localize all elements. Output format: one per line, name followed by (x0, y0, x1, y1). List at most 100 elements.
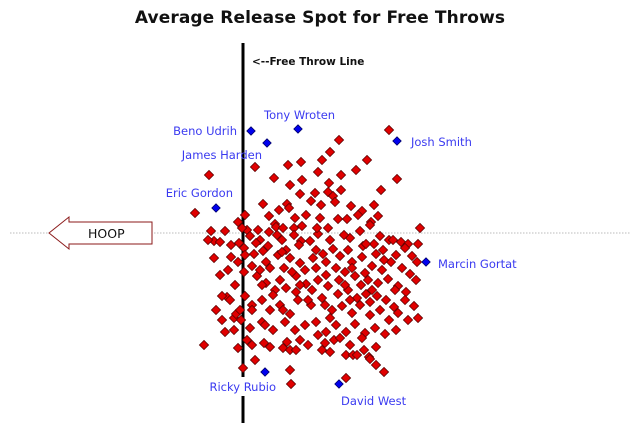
player-point (300, 209, 312, 221)
player-point (222, 264, 234, 276)
player-point (284, 364, 296, 376)
player-point (244, 230, 256, 242)
player-point (383, 124, 395, 136)
player-point (374, 304, 386, 316)
player-point (315, 199, 327, 211)
player-point (346, 262, 358, 274)
player-point (189, 207, 201, 219)
chart-title: Average Release Spot for Free Throws (134, 8, 506, 28)
player-point (378, 254, 390, 266)
player-point (362, 274, 374, 286)
hoop-arrow: HOOP (48, 215, 153, 251)
player-point (268, 172, 280, 184)
player-point (341, 213, 353, 225)
player-point (290, 344, 302, 356)
player-point (292, 294, 304, 306)
player-point (375, 184, 387, 196)
player-point (219, 326, 231, 338)
player-point (310, 316, 322, 328)
player-point (371, 290, 383, 302)
player-point (225, 251, 237, 263)
player-point (235, 314, 247, 326)
player-point (283, 202, 295, 214)
player-point (358, 344, 370, 356)
player-point (334, 332, 346, 344)
player-point (334, 250, 346, 262)
highlighted-player-point (421, 257, 431, 267)
player-point (290, 286, 302, 298)
highlighted-player-point (334, 379, 344, 389)
player-point (355, 279, 367, 291)
player-point (228, 324, 240, 336)
player-point (388, 301, 400, 313)
player-point (293, 239, 305, 251)
player-point (304, 235, 316, 247)
player-point (383, 314, 395, 326)
player-point (410, 274, 422, 286)
player-point (264, 262, 276, 274)
player-point (256, 279, 268, 291)
player-point (378, 366, 390, 378)
player-point (345, 200, 357, 212)
player-point (254, 264, 266, 276)
player-point (391, 173, 403, 185)
player-point (408, 300, 420, 312)
player-point (203, 169, 215, 181)
player-point (256, 294, 268, 306)
player-point (379, 328, 391, 340)
player-point (258, 337, 270, 349)
player-point (284, 179, 296, 191)
player-label: James Harden (181, 148, 262, 162)
player-point (233, 237, 245, 249)
player-point (263, 210, 275, 222)
player-point (340, 372, 352, 384)
player-point (399, 294, 411, 306)
player-point (312, 274, 324, 286)
player-point (232, 342, 244, 354)
player-point (232, 216, 244, 228)
player-point (241, 334, 253, 346)
highlighted-player-point (293, 124, 303, 134)
player-point (346, 307, 358, 319)
player-point (390, 249, 402, 261)
player-label: Eric Gordon (166, 186, 233, 200)
player-point (246, 304, 258, 316)
player-point (202, 234, 214, 246)
highlighted-player-point (262, 138, 272, 148)
player-point (214, 269, 226, 281)
player-point (249, 161, 261, 173)
player-point (248, 248, 260, 260)
player-point (229, 279, 241, 291)
player-point (387, 234, 399, 246)
player-point (400, 286, 412, 298)
player-point (340, 326, 352, 338)
player-point (360, 288, 372, 300)
player-point (262, 240, 274, 252)
player-point (320, 326, 332, 338)
player-point (370, 341, 382, 353)
player-point (234, 304, 246, 316)
free-throw-line-label: <--Free Throw Line (252, 56, 364, 68)
player-point (302, 339, 314, 351)
player-point (264, 304, 276, 316)
player-point (366, 284, 378, 296)
player-point (294, 334, 306, 346)
player-point (333, 274, 345, 286)
player-point (390, 324, 402, 336)
player-point (368, 199, 380, 211)
highlighted-player-point (392, 136, 402, 146)
player-point (320, 269, 332, 281)
player-point (344, 339, 356, 351)
player-point (252, 224, 264, 236)
player-point (216, 290, 228, 302)
player-point (310, 262, 322, 274)
player-point (316, 154, 328, 166)
player-point (205, 225, 217, 237)
player-point (277, 304, 289, 316)
player-point (307, 252, 319, 264)
player-point (332, 288, 344, 300)
player-point (288, 229, 300, 241)
player-point (359, 267, 371, 279)
player-point (324, 312, 336, 324)
player-point (370, 248, 382, 260)
